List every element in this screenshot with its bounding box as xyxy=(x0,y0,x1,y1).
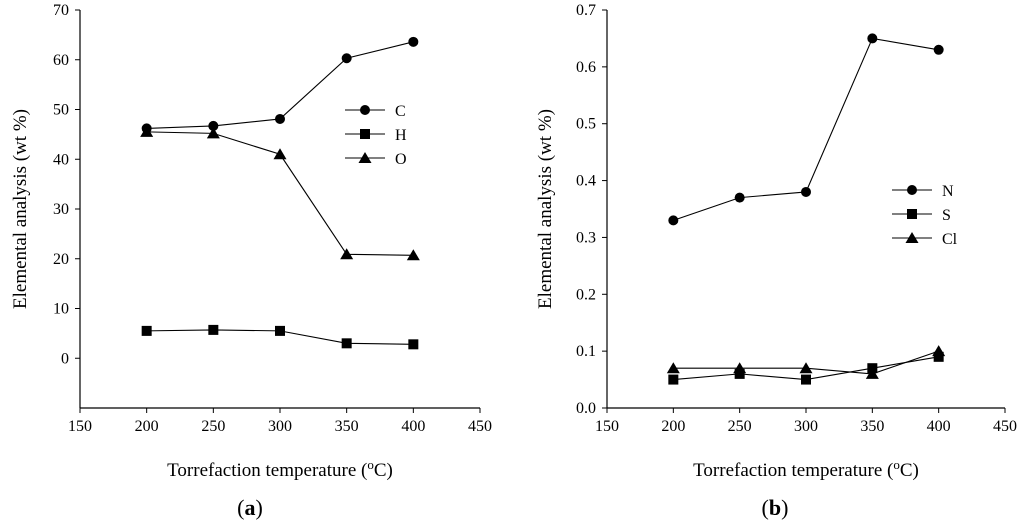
data-point-cl xyxy=(733,362,747,374)
legend-marker-h xyxy=(360,129,370,139)
x-tick-label-a: 450 xyxy=(468,418,492,435)
data-point-o xyxy=(406,249,420,261)
data-point-cl xyxy=(932,345,946,357)
x-tick-label-b: 150 xyxy=(595,418,619,435)
legend-label-n: N xyxy=(942,183,954,200)
legend-item-h: H xyxy=(345,127,407,144)
x-tick-label-b: 200 xyxy=(661,418,685,435)
data-point-n xyxy=(867,33,878,44)
y-tick-label-a: 60 xyxy=(53,52,69,69)
legend-item-cl: Cl xyxy=(892,231,958,248)
y-tick-label-a: 30 xyxy=(53,201,69,218)
panel-label-b: (b) xyxy=(762,495,789,520)
y-tick-label-a: 0 xyxy=(61,350,69,367)
data-point-c xyxy=(408,36,419,47)
data-point-o xyxy=(206,127,220,139)
y-axis-label-a: Elemental analysis (wt %) xyxy=(10,109,31,309)
data-point-s xyxy=(933,351,944,362)
data-point-s xyxy=(734,368,745,379)
data-point-cl xyxy=(666,362,680,374)
x-tick-label-b: 450 xyxy=(993,418,1017,435)
legend-marker-c xyxy=(360,105,370,115)
x-tick-label-a: 150 xyxy=(68,418,92,435)
legend-item-o: O xyxy=(345,151,407,168)
y-tick-label-b: 0.6 xyxy=(576,59,596,76)
x-tick-label-a: 200 xyxy=(135,418,159,435)
data-point-h xyxy=(141,325,152,336)
data-point-c xyxy=(341,53,352,64)
legend-item-c: C xyxy=(345,103,406,120)
y-tick-label-a: 40 xyxy=(53,151,69,168)
legend-label-o: O xyxy=(395,151,407,168)
x-tick-label-a: 300 xyxy=(268,418,292,435)
y-tick-label-a: 20 xyxy=(53,251,69,268)
y-tick-label-a: 10 xyxy=(53,301,69,318)
legend-label-h: H xyxy=(395,127,407,144)
data-point-s xyxy=(668,374,679,385)
legend-label-cl: Cl xyxy=(942,231,958,248)
data-point-h xyxy=(408,339,419,350)
legend-marker-cl xyxy=(905,232,919,243)
x-tick-label-a: 400 xyxy=(401,418,425,435)
legend-marker-s xyxy=(907,209,917,219)
data-point-h xyxy=(275,325,285,336)
data-point-o xyxy=(340,248,354,260)
x-tick-label-b: 300 xyxy=(794,418,818,435)
data-point-h xyxy=(208,324,219,335)
legend-item-n: N xyxy=(892,183,954,200)
data-point-s xyxy=(801,374,811,385)
data-point-cl xyxy=(799,362,813,374)
data-point-n xyxy=(933,44,944,55)
legend-marker-n xyxy=(907,185,917,195)
y-tick-label-a: 70 xyxy=(53,2,69,19)
y-tick-label-b: 0.2 xyxy=(576,286,596,303)
data-point-n xyxy=(801,186,811,197)
x-axis-label-a: Torrefaction temperature (oC) xyxy=(167,457,393,481)
data-point-cl xyxy=(865,367,879,379)
y-axis-label-b: Elemental analysis (wt %) xyxy=(535,109,556,309)
data-point-n xyxy=(734,192,745,203)
data-point-c xyxy=(208,120,219,131)
x-tick-label-a: 250 xyxy=(201,418,225,435)
x-axis-label-b: Torrefaction temperature (oC) xyxy=(693,457,919,481)
y-tick-label-b: 0.7 xyxy=(576,2,596,19)
data-point-o xyxy=(273,148,287,160)
legend-label-c: C xyxy=(395,103,406,120)
x-tick-label-b: 350 xyxy=(860,418,884,435)
y-tick-label-b: 0.0 xyxy=(576,400,596,417)
legend-label-s: S xyxy=(942,207,951,224)
legend-item-s: S xyxy=(892,207,951,224)
data-point-c xyxy=(275,113,285,124)
y-tick-label-b: 0.1 xyxy=(576,343,596,360)
x-tick-label-b: 250 xyxy=(728,418,752,435)
y-tick-label-a: 50 xyxy=(53,102,69,119)
y-tick-label-b: 0.3 xyxy=(576,229,596,246)
x-tick-label-b: 400 xyxy=(927,418,951,435)
data-point-n xyxy=(668,215,679,226)
panel-label-a: (a) xyxy=(237,495,263,520)
data-point-h xyxy=(341,338,352,349)
y-tick-label-b: 0.5 xyxy=(576,116,596,133)
chart-panel-b: 150 200 250 300 350 400 450 0.0 0.1 0.2 0.3 0.4 0.5 0… xyxy=(535,2,1017,520)
legend-marker-o xyxy=(358,152,372,163)
data-point-o xyxy=(140,125,154,137)
y-tick-label-b: 0.4 xyxy=(576,173,596,190)
chart-panel-a: 150 200 250 300 350 400 450 0 10 20 30 40 50 60 70 Elem… xyxy=(10,2,492,520)
x-tick-label-a: 350 xyxy=(335,418,359,435)
